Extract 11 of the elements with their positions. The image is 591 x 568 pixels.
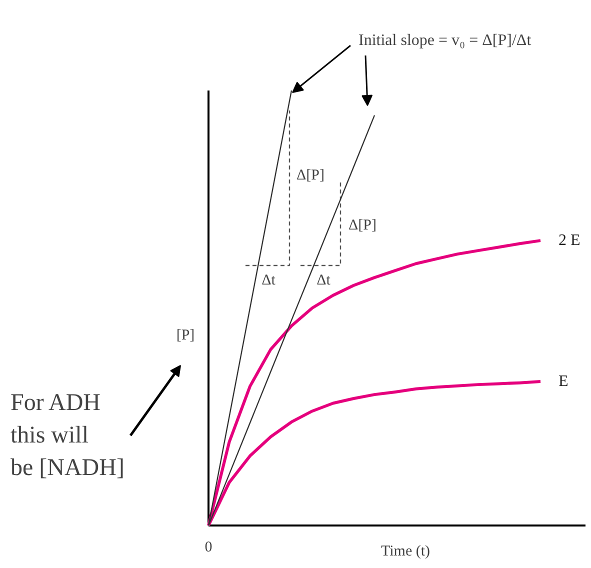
series-label: 2 E — [558, 232, 580, 250]
series-label: E — [558, 373, 568, 390]
text: Initial slope = v₀ = Δ[P]/Δt — [358, 32, 532, 49]
annotation: Δ[P] — [296, 168, 324, 184]
annotation: Δ[P] — [348, 218, 376, 234]
x-axis-title: Time (t) — [380, 544, 430, 560]
y-axis-title: [P] — [176, 328, 195, 344]
annotation: Δt — [316, 272, 332, 288]
text: For ADH this will be [NADH] — [10, 390, 124, 481]
annotation: Δt — [262, 272, 276, 288]
text: 0 — [204, 540, 212, 556]
